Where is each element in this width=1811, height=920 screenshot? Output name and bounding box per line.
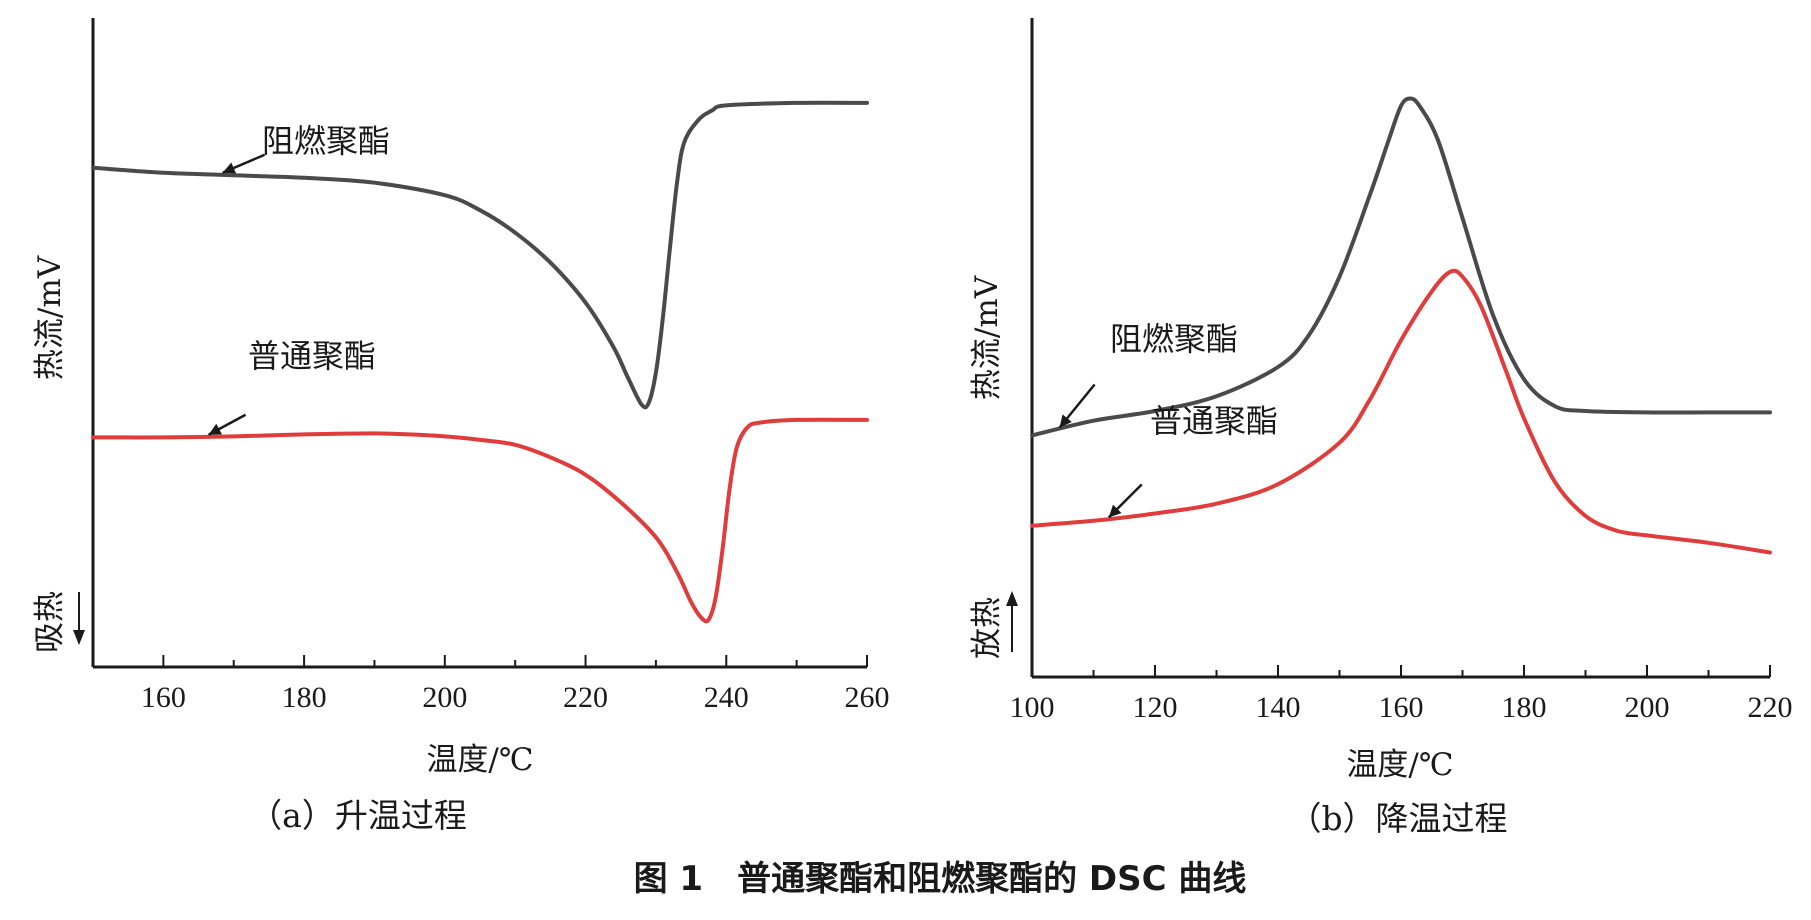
annotation-arrowhead bbox=[1059, 414, 1072, 428]
x-tick-label: 200 bbox=[1625, 691, 1670, 724]
series-line bbox=[1030, 268, 1772, 555]
series-annotation-label: 阻燃聚酯 bbox=[1110, 320, 1238, 358]
annotation-arrowhead bbox=[1108, 504, 1122, 518]
x-tick-label: 200 bbox=[422, 681, 467, 714]
series-line bbox=[91, 417, 869, 624]
x-tick-label: 160 bbox=[1379, 691, 1424, 724]
annotation-arrowhead bbox=[222, 162, 237, 174]
x-tick-label: 100 bbox=[1010, 691, 1055, 724]
x-tick-label: 180 bbox=[1502, 691, 1547, 724]
x-tick-label: 220 bbox=[1748, 691, 1793, 724]
x-ticks-b: 100 120 140 160 180 200 220 bbox=[1010, 665, 1793, 724]
series-group-a bbox=[91, 100, 869, 624]
series-annotation-label: 普通聚酯 bbox=[1150, 402, 1278, 440]
exotherm-note: 放热 bbox=[969, 597, 1005, 659]
series-line bbox=[91, 100, 869, 410]
x-tick-label: 120 bbox=[1133, 691, 1178, 724]
arrow-down-icon bbox=[73, 592, 85, 645]
x-tick-label: 220 bbox=[563, 681, 608, 714]
series-group-b bbox=[1030, 96, 1772, 555]
figure-caption: 图 1 普通聚酯和阻燃聚酯的 DSC 曲线 bbox=[634, 859, 1247, 899]
annotation-arrowhead bbox=[208, 423, 222, 435]
x-tick-label: 240 bbox=[704, 681, 749, 714]
x-axis-title-a: 温度/℃ bbox=[426, 742, 533, 778]
x-tick-label: 180 bbox=[282, 681, 327, 714]
series-line bbox=[1030, 96, 1772, 438]
endotherm-note: 吸热 bbox=[32, 591, 68, 653]
x-tick-label: 260 bbox=[845, 681, 890, 714]
panel-caption-a: （a）升温过程 bbox=[249, 796, 467, 835]
x-axis-title-b: 温度/℃ bbox=[1346, 747, 1453, 783]
panel-caption-b: （b）降温过程 bbox=[1288, 799, 1507, 838]
y-axis-title-b: 热流/mV bbox=[969, 275, 1005, 400]
series-annotation-label: 阻燃聚酯 bbox=[262, 122, 390, 160]
x-tick-label: 160 bbox=[141, 681, 186, 714]
series-annotation-label: 普通聚酯 bbox=[248, 337, 376, 375]
x-ticks-a: 160 180 200 220 240 260 bbox=[92, 655, 890, 714]
y-axis-title-a: 热流/mV bbox=[32, 255, 68, 380]
x-tick-label: 140 bbox=[1256, 691, 1301, 724]
arrow-up-icon bbox=[1006, 591, 1018, 652]
